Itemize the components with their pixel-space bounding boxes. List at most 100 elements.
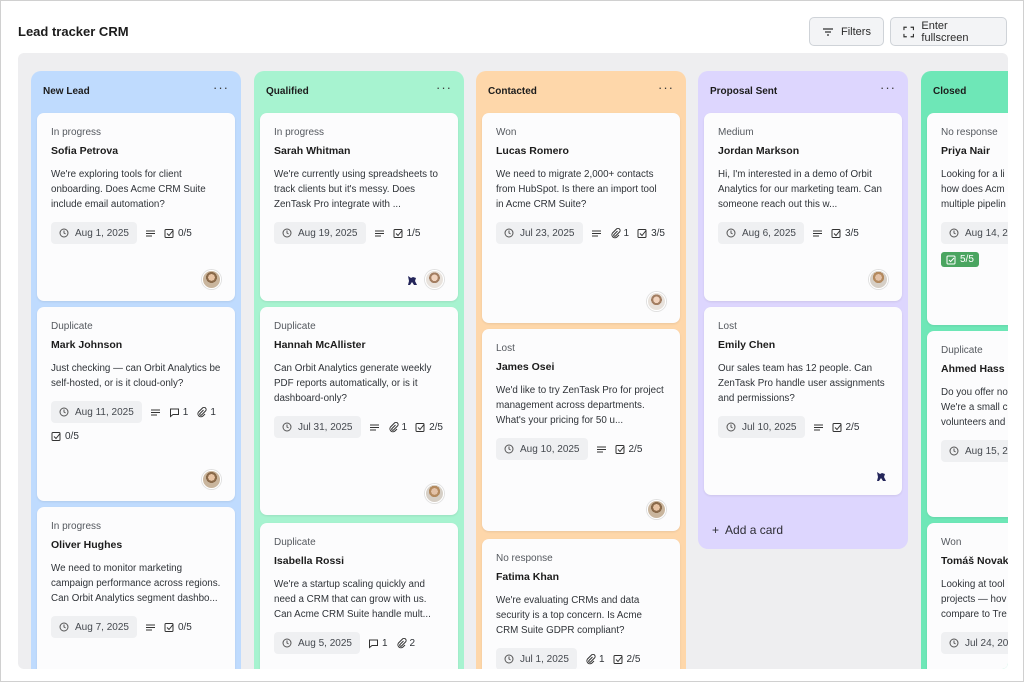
due-date[interactable]: Aug 11, 2025: [51, 401, 142, 423]
clock-icon: [726, 228, 736, 238]
comments-indicator: 1: [368, 638, 388, 649]
lead-card[interactable]: Won Lucas Romero We need to migrate 2,00…: [482, 113, 680, 323]
card-status: Won: [941, 537, 962, 548]
attachments-indicator: 1: [585, 653, 605, 665]
paperclip-icon: [396, 637, 407, 648]
more-menu-icon[interactable]: ···: [880, 80, 896, 95]
due-date[interactable]: Aug 14, 20: [941, 222, 1008, 244]
card-status: In progress: [51, 521, 102, 532]
card-description: We're exploring tools for client onboard…: [51, 169, 206, 210]
card-description: We're a startup scaling quickly and need…: [274, 579, 431, 620]
lead-card[interactable]: Lost Emily Chen Our sales team has 12 pe…: [704, 307, 902, 495]
card-name: Emily Chen: [718, 339, 776, 351]
due-date[interactable]: Aug 5, 2025: [274, 632, 360, 654]
checklist-count: 2/5: [429, 421, 443, 433]
attachments-indicator: 1: [388, 421, 407, 433]
card-meta: Jul 23, 2025 1 3/5: [496, 222, 666, 244]
avatar[interactable]: [202, 270, 221, 289]
lead-card[interactable]: No response Priya Nair Looking for a li …: [927, 113, 1008, 325]
clock-icon: [59, 407, 69, 417]
checklist-indicator: 2/5: [615, 444, 642, 455]
checklist-count: 2/5: [845, 421, 860, 433]
attachments-count: 2: [409, 637, 416, 649]
lead-card[interactable]: Duplicate Ahmed Hass Do you offer no We'…: [927, 331, 1008, 517]
due-date-text: Jul 31, 2025: [298, 421, 353, 433]
column-header: Contacted ···: [476, 71, 686, 111]
add-card-button[interactable]: + Add a card: [712, 523, 783, 537]
due-date-text: Aug 5, 2025: [298, 637, 352, 649]
attachments-indicator: 1: [196, 406, 216, 418]
text-lines-icon: [150, 408, 160, 416]
due-date[interactable]: Aug 7, 2025: [51, 616, 137, 638]
due-date[interactable]: Aug 10, 2025: [496, 438, 588, 460]
card-members: [202, 470, 221, 489]
lead-card[interactable]: In progress Sarah Whitman We're currentl…: [260, 113, 458, 301]
checklist-complete-badge: 5/5: [941, 252, 979, 267]
checklist-indicator: 2/5: [415, 422, 443, 433]
lead-card[interactable]: In progress Sofia Petrova We're explorin…: [37, 113, 235, 301]
checkbox-icon: [164, 622, 174, 632]
lead-card[interactable]: No response Fatima Khan We're evaluating…: [482, 539, 680, 669]
avatar[interactable]: [425, 484, 444, 503]
column-header: Proposal Sent ···: [698, 71, 908, 111]
more-menu-icon[interactable]: ···: [658, 80, 674, 95]
more-menu-icon[interactable]: ···: [436, 80, 452, 95]
text-lines-icon: [813, 423, 823, 431]
avatar[interactable]: [647, 292, 666, 311]
avatar[interactable]: [425, 270, 444, 289]
checklist-count: 2/5: [626, 653, 641, 665]
card-meta: Aug 5, 2025 1 2: [274, 632, 444, 654]
avatar[interactable]: [869, 270, 888, 289]
clock-icon: [949, 638, 959, 648]
due-date[interactable]: Jul 1, 2025: [496, 648, 577, 669]
description-indicator: [591, 228, 602, 239]
due-date[interactable]: Jul 23, 2025: [496, 222, 583, 244]
more-menu-icon[interactable]: ···: [213, 80, 229, 95]
checklist-count: 5/5: [960, 254, 974, 265]
due-date[interactable]: Jul 24, 20: [941, 632, 1008, 654]
checklist-indicator: 0/5: [164, 622, 192, 633]
mascot-icon[interactable]: [874, 469, 888, 483]
lead-card[interactable]: Medium Jordan Markson Hi, I'm interested…: [704, 113, 902, 301]
due-date[interactable]: Jul 10, 2025: [718, 416, 805, 438]
avatar[interactable]: [202, 470, 221, 489]
lead-card[interactable]: Won Tomáš Novak Looking at tool projects…: [927, 523, 1008, 669]
checkbox-icon: [946, 255, 956, 264]
due-date[interactable]: Aug 19, 2025: [274, 222, 366, 244]
description-indicator: [145, 622, 156, 633]
lead-card[interactable]: Duplicate Isabella Rossi We're a startup…: [260, 523, 458, 669]
card-name: Sofia Petrova: [51, 145, 119, 157]
due-date[interactable]: Aug 1, 2025: [51, 222, 137, 244]
avatar[interactable]: [647, 500, 666, 519]
fullscreen-button[interactable]: Enter fullscreen: [890, 17, 1007, 46]
due-date[interactable]: Jul 31, 2025: [274, 416, 361, 438]
card-description: Do you offer no We're a small c voluntee…: [941, 387, 1008, 428]
top-bar: Lead tracker CRM Filters Enter fullscree…: [1, 1, 1023, 53]
mascot-icon[interactable]: [405, 273, 419, 287]
column-title: Contacted: [488, 85, 537, 97]
card-members: [647, 500, 666, 519]
lead-card[interactable]: Duplicate Mark Johnson Just checking — c…: [37, 307, 235, 501]
checkbox-icon: [637, 228, 647, 238]
filters-button[interactable]: Filters: [809, 17, 884, 46]
description-indicator: [374, 228, 385, 239]
text-lines-icon: [374, 229, 384, 237]
lead-card[interactable]: Lost James Osei We'd like to try ZenTask…: [482, 329, 680, 531]
due-date-text: Aug 7, 2025: [75, 621, 129, 633]
add-card-label: Add a card: [725, 523, 784, 537]
checklist-indicator: 1/5: [393, 228, 420, 239]
comments-count: 1: [381, 637, 388, 649]
card-description: Can Orbit Analytics generate weekly PDF …: [274, 363, 432, 404]
clock-icon: [59, 622, 69, 632]
due-date[interactable]: Aug 6, 2025: [718, 222, 804, 244]
column-closed: Closed No response Priya Nair Looking fo…: [921, 71, 1008, 669]
comment-icon: [169, 408, 179, 418]
card-description: Looking for a li how does Acm multiple p…: [941, 169, 1006, 210]
card-members: [647, 292, 666, 311]
comments-indicator: 1: [169, 407, 188, 418]
due-date[interactable]: Aug 15, 2: [941, 440, 1008, 462]
clock-icon: [726, 422, 736, 432]
column-proposal-sent: Proposal Sent ··· Medium Jordan Markson …: [698, 71, 908, 549]
lead-card[interactable]: Duplicate Hannah McAllister Can Orbit An…: [260, 307, 458, 515]
lead-card[interactable]: In progress Oliver Hughes We need to mon…: [37, 507, 235, 669]
